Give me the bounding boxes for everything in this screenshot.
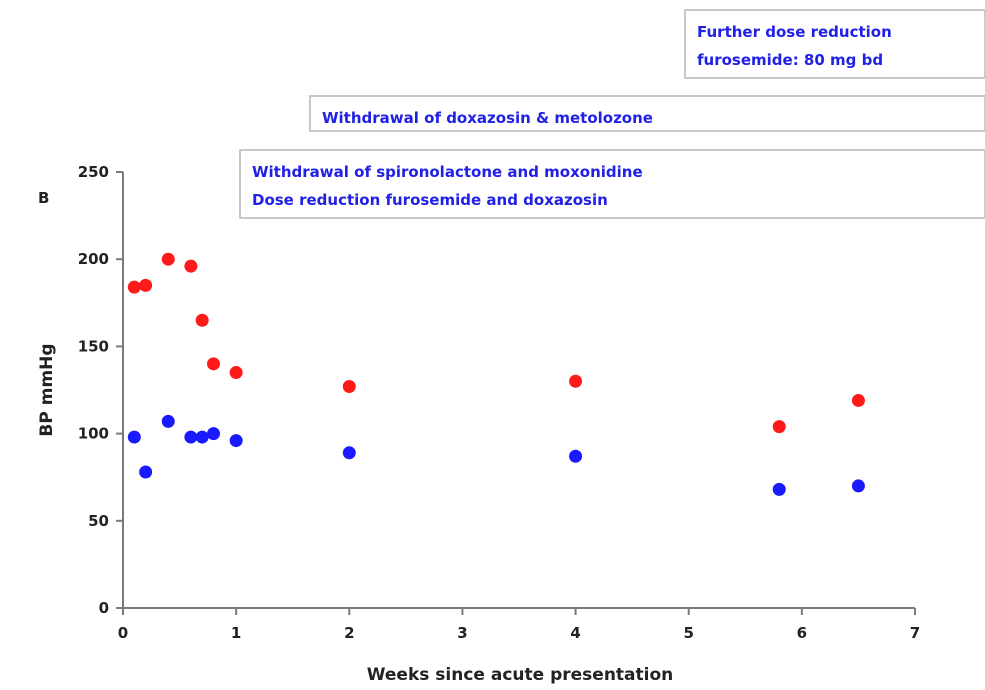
annotation-frame xyxy=(239,149,985,219)
blue-series-point xyxy=(569,449,583,463)
blue-series-point xyxy=(772,482,786,496)
blue-series-point xyxy=(161,414,175,428)
x-axis-title: Weeks since acute presentation xyxy=(367,665,674,685)
annotation-text: Withdrawal of doxazosin & metolozone xyxy=(322,109,653,127)
y-tick-label: 250 xyxy=(78,163,109,181)
annotation-text: Further dose reduction xyxy=(697,23,892,41)
blue-series-point xyxy=(851,479,865,493)
x-tick-label: 2 xyxy=(344,624,354,642)
red-series-point xyxy=(207,357,221,371)
blue-series-point xyxy=(195,430,209,444)
blue-series-point xyxy=(207,427,221,441)
annotation-box: Further dose reduction furosemide: 80 mg … xyxy=(684,9,985,79)
blue-series-point xyxy=(127,430,141,444)
x-tick-label: 3 xyxy=(457,624,467,642)
red-series-point xyxy=(161,252,175,266)
annotation-box: Withdrawal of doxazosin & metolozone xyxy=(309,95,985,132)
x-tick-label: 4 xyxy=(570,624,580,642)
x-axis-ticks: 0 1 2 3 4 5 6 7 xyxy=(118,608,920,642)
blue-series-point xyxy=(139,465,153,479)
x-tick-label: 5 xyxy=(683,624,693,642)
y-tick-label: 50 xyxy=(88,512,109,530)
blue-series-point xyxy=(342,446,356,460)
annotation-frame xyxy=(684,9,985,79)
y-tick-label: 200 xyxy=(78,250,109,268)
y-tick-label: 100 xyxy=(78,425,109,443)
red-series-point xyxy=(184,259,198,273)
y-tick-label: 150 xyxy=(78,337,109,355)
annotation-frame xyxy=(309,95,985,132)
red-series-point xyxy=(569,374,583,388)
red-series-point xyxy=(195,313,209,327)
y-axis-ticks: 0 50 100 150 200 250 xyxy=(78,163,123,617)
x-tick-label: 0 xyxy=(118,624,128,642)
red-series-point xyxy=(342,380,356,394)
blue-series-point xyxy=(184,430,198,444)
red-series-point xyxy=(139,278,153,292)
x-tick-label: 7 xyxy=(910,624,920,642)
data-points xyxy=(127,252,865,496)
annotation-text: furosemide: 80 mg bd xyxy=(697,51,883,69)
red-series-point xyxy=(772,420,786,434)
red-series-point xyxy=(127,280,141,294)
x-tick-label: 1 xyxy=(231,624,241,642)
y-tick-label: 0 xyxy=(99,599,109,617)
red-series-point xyxy=(229,366,243,380)
panel-label: B xyxy=(38,189,49,207)
axes xyxy=(122,172,915,609)
y-axis-title: BP mmHg xyxy=(37,343,57,436)
red-series-point xyxy=(851,393,865,407)
annotation-text: Withdrawal of spironolactone and moxonid… xyxy=(252,163,643,181)
blue-series-point xyxy=(229,434,243,448)
x-tick-label: 6 xyxy=(797,624,807,642)
annotation-group: Further dose reduction furosemide: 80 mg … xyxy=(239,9,985,219)
annotation-text: Dose reduction furosemide and doxazosin xyxy=(252,191,608,209)
annotation-box: Withdrawal of spironolactone and moxonid… xyxy=(239,149,985,219)
